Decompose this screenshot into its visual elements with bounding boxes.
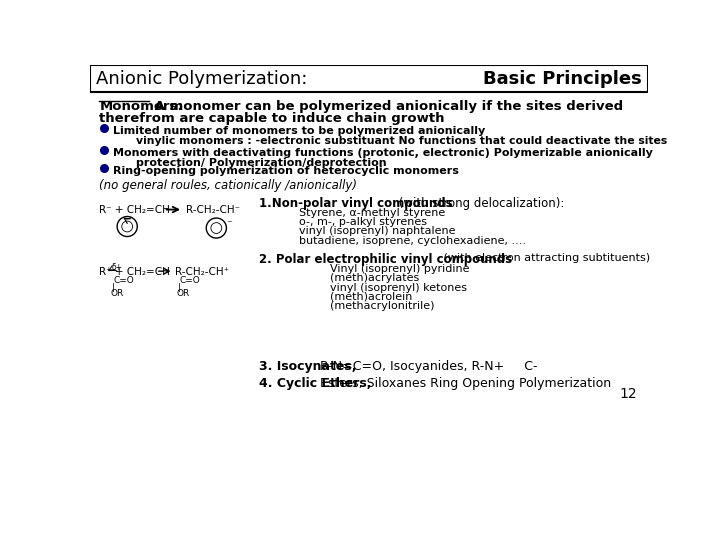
Text: o-, m-, p-alkyl styrenes: o-, m-, p-alkyl styrenes bbox=[300, 217, 427, 227]
Text: vinylic monomers : -electronic substituant No functions that could deactivate th: vinylic monomers : -electronic substitua… bbox=[137, 137, 667, 146]
Text: ⁻: ⁻ bbox=[226, 219, 233, 229]
Text: R-CH₂-CH⁻: R-CH₂-CH⁻ bbox=[186, 205, 240, 215]
Text: OR: OR bbox=[176, 289, 189, 298]
Text: 3. Isocynates,: 3. Isocynates, bbox=[259, 360, 356, 373]
Text: Esters, Siloxanes Ring Opening Polymerization: Esters, Siloxanes Ring Opening Polymeriz… bbox=[315, 377, 611, 390]
Text: Styrene, α-methyl styrene: Styrene, α-methyl styrene bbox=[300, 208, 446, 218]
Text: 4. Cyclic Ethers,: 4. Cyclic Ethers, bbox=[259, 377, 372, 390]
Text: (meth)acrylates: (meth)acrylates bbox=[330, 273, 420, 284]
Text: A monomer can be polymerized anionically if the sites derived: A monomer can be polymerized anionically… bbox=[150, 100, 624, 113]
Text: R⁻ + CH₂=CH: R⁻ + CH₂=CH bbox=[99, 205, 170, 215]
Text: Anionic Polymerization:: Anionic Polymerization: bbox=[96, 70, 307, 87]
Text: 1.Non-polar vinyl compounds: 1.Non-polar vinyl compounds bbox=[259, 197, 453, 210]
Text: butadiene, isoprene, cyclohexadiene, ....: butadiene, isoprene, cyclohexadiene, ...… bbox=[300, 236, 526, 246]
Bar bbox=[90, 65, 648, 92]
Text: Ring-opening polymerization of heterocyclic monomers: Ring-opening polymerization of heterocyc… bbox=[113, 166, 459, 177]
Text: OR: OR bbox=[110, 289, 123, 298]
Text: vinyl (isoprenyl) ketones: vinyl (isoprenyl) ketones bbox=[330, 283, 467, 293]
Text: Limited number of monomers to be polymerized anionically: Limited number of monomers to be polymer… bbox=[113, 126, 485, 137]
Text: (methacrylonitrile): (methacrylonitrile) bbox=[330, 301, 435, 311]
Text: R-CH₂-CH⁺: R-CH₂-CH⁺ bbox=[175, 267, 230, 276]
Text: vinyl (isoprenyl) naphtalene: vinyl (isoprenyl) naphtalene bbox=[300, 226, 456, 237]
Text: (with strong delocalization):: (with strong delocalization): bbox=[395, 197, 564, 210]
Text: 2. Polar electrophilic vinyl compounds: 2. Polar electrophilic vinyl compounds bbox=[259, 253, 512, 266]
Text: C=O: C=O bbox=[113, 276, 134, 285]
Text: Vinyl (isoprenyl) pyridine: Vinyl (isoprenyl) pyridine bbox=[330, 264, 469, 274]
Text: δ+: δ+ bbox=[112, 262, 122, 272]
Text: R-N=C=O, Isocyanides, R-N+     C-: R-N=C=O, Isocyanides, R-N+ C- bbox=[315, 360, 537, 373]
Text: Monomers:: Monomers: bbox=[99, 100, 183, 113]
Text: C=O: C=O bbox=[179, 276, 200, 285]
Text: 12: 12 bbox=[619, 387, 637, 401]
Text: Monomers with deactivating functions (protonic, electronic) Polymerizable anioni: Monomers with deactivating functions (pr… bbox=[113, 148, 653, 158]
Text: |: | bbox=[112, 283, 114, 292]
Text: therefrom are capable to induce chain growth: therefrom are capable to induce chain gr… bbox=[99, 112, 445, 125]
Text: Basic Principles: Basic Principles bbox=[483, 70, 642, 87]
Text: protection/ Polymerization/deprotection: protection/ Polymerization/deprotection bbox=[137, 158, 387, 168]
Text: (meth)acrolein: (meth)acrolein bbox=[330, 292, 413, 302]
Text: R⁺ + CH₂=CH: R⁺ + CH₂=CH bbox=[99, 267, 170, 276]
Text: (with electron attracting subtituents): (with electron attracting subtituents) bbox=[439, 253, 649, 264]
Text: |: | bbox=[178, 283, 181, 292]
Text: (no general roules, cationically /anionically): (no general roules, cationically /anioni… bbox=[99, 179, 357, 192]
